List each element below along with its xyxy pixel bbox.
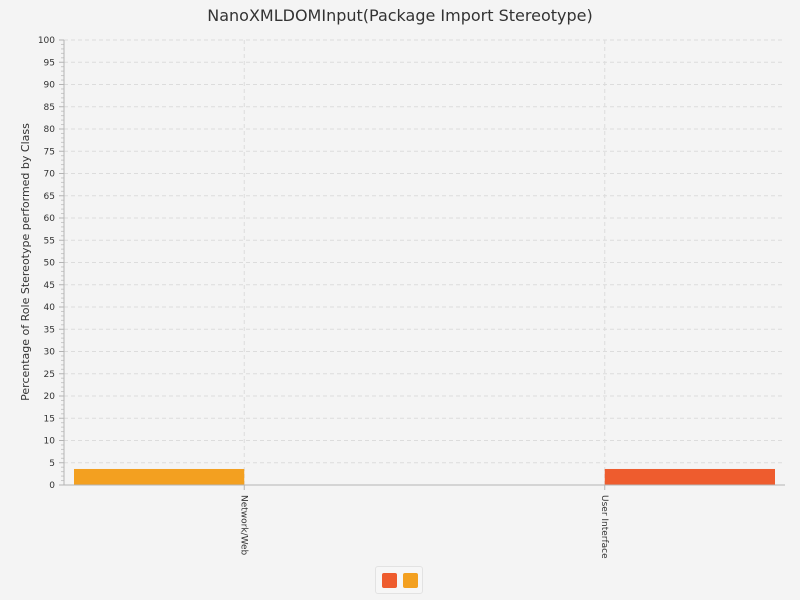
y-tick-label: 70 <box>44 170 56 180</box>
y-tick-label: 25 <box>44 370 55 380</box>
x-tick-label: Network/Web <box>238 495 248 556</box>
x-tick-label: User Interface <box>599 495 609 559</box>
y-tick-label: 50 <box>44 259 56 269</box>
legend <box>375 566 423 594</box>
axis-layer: 0 5 10 15 20 25 30 35 40 45 50 55 60 65 70 75 80 85 90 95 10… <box>38 36 785 559</box>
y-tick-label: 15 <box>44 414 55 424</box>
bars-layer <box>74 468 775 485</box>
bar <box>604 468 775 485</box>
y-tick-label: 10 <box>44 437 56 447</box>
y-tick-label: 90 <box>44 81 56 91</box>
y-tick-label: 60 <box>44 214 56 224</box>
y-tick-label: 95 <box>44 58 55 68</box>
y-tick-label: 5 <box>49 459 55 469</box>
y-tick-label: 0 <box>49 481 55 491</box>
y-tick-label: 75 <box>44 147 55 157</box>
y-tick-label: 55 <box>44 236 55 246</box>
y-tick-label: 80 <box>44 125 56 135</box>
y-tick-label: 30 <box>44 348 56 358</box>
y-tick-label: 45 <box>44 281 55 291</box>
grid-layer <box>64 39 785 485</box>
bar <box>74 468 245 485</box>
y-tick-label: 40 <box>44 303 56 313</box>
y-tick-label: 85 <box>44 103 55 113</box>
y-tick-label: 20 <box>44 392 56 402</box>
legend-swatch-user-interface <box>382 573 397 588</box>
y-tick-label: 65 <box>44 192 55 202</box>
y-axis-label: Percentage of Role Stereotype performed … <box>19 123 32 401</box>
y-tick-label: 100 <box>38 36 55 46</box>
legend-swatch-network-web <box>403 573 418 588</box>
y-tick-label: 35 <box>44 325 55 335</box>
chart-title: NanoXMLDOMInput(Package Import Stereotyp… <box>207 6 593 25</box>
